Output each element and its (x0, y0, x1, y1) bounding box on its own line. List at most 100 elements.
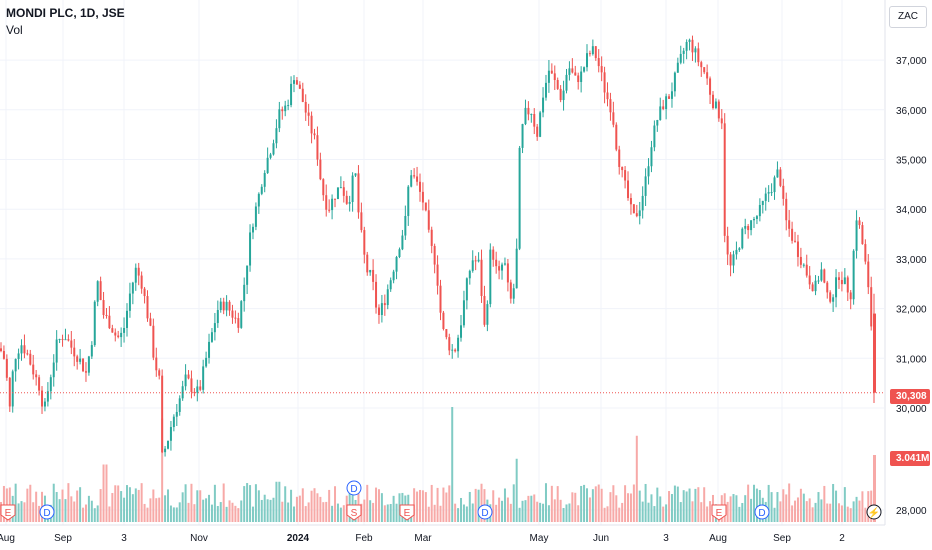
candle-body (237, 318, 240, 328)
volume-bar (738, 506, 741, 522)
chart-title[interactable]: MONDI PLC, 1D, JSE (6, 6, 125, 20)
marker-shape (399, 504, 415, 521)
volume-bar (90, 500, 93, 522)
price-axis[interactable]: 37,000 36,000 35,000 34,000 33,000 32,000 31,0… (884, 0, 927, 525)
candle-body (506, 263, 509, 283)
volume-bar (750, 498, 753, 522)
volume-bar (583, 484, 586, 522)
volume-bar (152, 489, 155, 522)
candle-body (90, 345, 93, 357)
volume-bar (366, 484, 369, 522)
volume-bar (140, 483, 143, 522)
dividend-marker[interactable]: D (477, 504, 493, 520)
volume-bar (210, 504, 213, 522)
earnings-marker[interactable]: E (711, 504, 727, 521)
currency-button[interactable]: ZAC (889, 6, 927, 28)
chart-grid (0, 0, 884, 525)
volume-bar (169, 505, 172, 522)
volume-bar (709, 501, 712, 522)
volume-bar (128, 487, 131, 522)
volume-bar (835, 490, 838, 522)
volume-bar (644, 483, 647, 522)
volume-bar (574, 492, 577, 522)
candle-body (410, 175, 413, 187)
candle-body (770, 192, 773, 194)
volume-bar (38, 505, 41, 522)
volume-bar (799, 488, 802, 522)
dividend-marker[interactable]: D (754, 504, 770, 520)
volume-bar (694, 488, 697, 522)
candle-body (334, 198, 337, 200)
candle-body (2, 350, 5, 359)
candle-body (568, 68, 571, 75)
candle-body (146, 296, 149, 319)
split-marker[interactable]: S (346, 504, 362, 521)
candle-body (439, 285, 442, 313)
earnings-marker[interactable]: E (399, 504, 415, 521)
candle-body (755, 216, 758, 219)
candle-body (697, 48, 700, 63)
volume-bar (597, 484, 600, 522)
candle-body (140, 275, 143, 289)
marker-shape (346, 504, 362, 521)
candle-body (840, 279, 843, 285)
candle-body (35, 374, 38, 378)
volume-bar (533, 494, 536, 522)
candle-body (152, 325, 155, 358)
volume-bar (659, 496, 662, 522)
candle-body (858, 220, 861, 226)
candle-body (102, 300, 105, 315)
candle-body (788, 220, 791, 229)
candle-body (73, 347, 76, 357)
volume-bar (492, 490, 495, 522)
volume-bar (240, 500, 243, 522)
volume-bar (70, 496, 73, 522)
volume-bar (782, 489, 785, 522)
volume-bar (767, 484, 770, 522)
candle-body (773, 177, 776, 193)
dividend-marker[interactable]: D (39, 504, 55, 520)
volume-bar (99, 489, 102, 522)
volume-bar (339, 507, 342, 522)
candle-body (562, 90, 565, 101)
volume-bar (858, 500, 861, 522)
candle-body (225, 301, 228, 311)
candle-body (723, 123, 726, 236)
dividend-marker[interactable]: D (346, 480, 362, 496)
event-markers[interactable]: E D D S E D E D ⚡ (0, 480, 882, 521)
candle-body (861, 225, 864, 245)
candle-body (720, 118, 723, 124)
volume-bar (58, 499, 61, 522)
volume-bar (178, 502, 181, 522)
volume-bar (802, 493, 805, 522)
candle-body (325, 195, 328, 210)
candle-body (76, 356, 79, 362)
candle-body (17, 353, 20, 359)
time-axis[interactable]: Aug Sep 3 Nov 2024 Feb Mar May Jun 3 Aug Sep 2 (0, 524, 885, 544)
candle-body (137, 267, 140, 276)
volume-bar (468, 491, 471, 522)
candle-body (375, 281, 378, 308)
volume-bar (826, 503, 829, 522)
candle-body (811, 284, 814, 292)
candle-body (427, 210, 430, 230)
news-marker[interactable]: ⚡ (866, 504, 882, 520)
price-tick-label: 36,000 (896, 106, 927, 117)
price-tick-label: 31,000 (896, 354, 927, 365)
volume-bar (855, 496, 858, 522)
volume-bar (190, 483, 193, 522)
candle-body (190, 378, 193, 392)
candle-body (544, 82, 547, 98)
candle-body (682, 50, 685, 54)
candle-body (820, 269, 823, 281)
volume-bar (158, 497, 161, 522)
candle-body (202, 366, 205, 390)
volume-bar (228, 500, 231, 522)
earnings-marker[interactable]: E (0, 504, 16, 521)
volume-bar (278, 481, 281, 522)
candle-body (653, 125, 656, 148)
volume-bars (0, 407, 876, 522)
candle-body (571, 68, 574, 73)
volume-bar (518, 507, 521, 522)
